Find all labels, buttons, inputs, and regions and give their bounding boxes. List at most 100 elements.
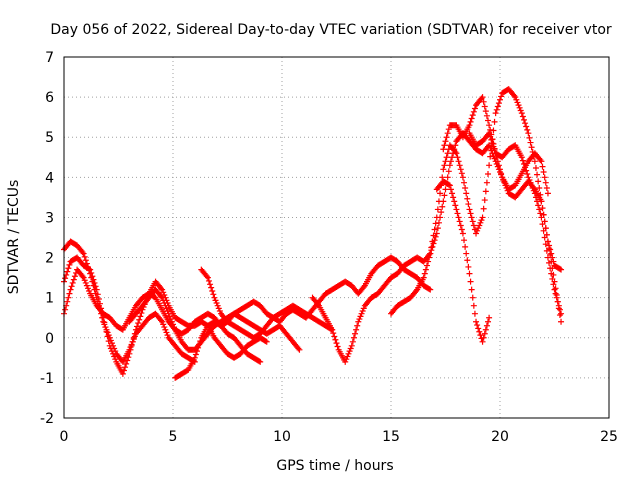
data-point — [455, 214, 462, 221]
data-point — [552, 285, 559, 292]
data-point — [79, 249, 86, 256]
data-point — [485, 170, 492, 177]
data-point — [160, 289, 167, 296]
data-point — [120, 367, 127, 374]
data-point — [159, 318, 166, 325]
data-point — [538, 158, 545, 165]
data-point — [456, 218, 463, 225]
data-point — [137, 313, 144, 320]
data-point — [344, 353, 351, 360]
data-point — [483, 179, 490, 186]
data-point — [422, 266, 429, 273]
data-point — [158, 293, 165, 300]
data-point — [522, 120, 529, 127]
y-tick-label: 0 — [45, 331, 54, 347]
data-point — [89, 273, 96, 280]
data-point — [197, 338, 204, 345]
data-point — [478, 217, 485, 224]
x-tick-label: 5 — [169, 429, 178, 445]
data-point — [447, 158, 454, 165]
data-point — [359, 308, 366, 315]
data-point — [465, 201, 472, 208]
data-point — [518, 110, 525, 117]
data-point — [108, 348, 115, 355]
data-point — [528, 144, 535, 151]
data-point — [464, 257, 471, 264]
data-point — [480, 334, 487, 341]
series-day-h — [388, 86, 565, 325]
data-point — [162, 302, 169, 309]
x-tick-label: 15 — [382, 429, 400, 445]
data-point — [438, 209, 445, 216]
x-axis-label: GPS time / hours — [276, 458, 393, 474]
data-point — [213, 300, 220, 307]
data-point — [475, 225, 482, 232]
data-point — [519, 113, 526, 120]
data-point — [444, 130, 451, 137]
data-point — [511, 92, 518, 99]
data-point — [494, 103, 501, 110]
data-point — [330, 330, 337, 337]
data-point — [548, 270, 555, 277]
data-point — [161, 300, 168, 307]
data-point — [470, 222, 477, 229]
data-point — [539, 205, 546, 212]
data-point — [98, 305, 105, 312]
data-point — [84, 285, 91, 292]
data-point — [449, 190, 456, 197]
data-point — [451, 198, 458, 205]
data-point — [444, 150, 451, 157]
data-point — [129, 338, 136, 345]
data-point — [86, 265, 93, 272]
data-point — [487, 133, 494, 140]
data-point — [343, 356, 350, 363]
data-point — [477, 219, 484, 226]
data-point — [426, 254, 433, 261]
data-point — [212, 297, 219, 304]
data-point — [439, 203, 446, 210]
data-point — [205, 277, 212, 284]
data-point — [490, 127, 497, 134]
data-point — [477, 332, 484, 339]
data-point — [442, 186, 449, 193]
data-point — [434, 225, 441, 232]
x-tick-label: 10 — [273, 429, 291, 445]
data-point — [446, 162, 453, 169]
data-point — [544, 190, 551, 197]
data-point — [523, 123, 530, 130]
data-point — [80, 250, 87, 257]
data-point — [466, 122, 473, 129]
data-point — [195, 344, 202, 351]
y-tick-label: 4 — [45, 170, 54, 186]
data-point — [457, 166, 464, 173]
data-point — [352, 330, 359, 337]
data-point — [558, 310, 565, 317]
data-point — [456, 162, 463, 169]
data-marks — [61, 86, 565, 381]
data-point — [532, 194, 539, 201]
data-point — [529, 185, 536, 192]
data-point — [107, 345, 114, 352]
series-day-f — [198, 266, 336, 341]
data-point — [430, 232, 437, 239]
data-point — [101, 319, 108, 326]
data-point — [445, 168, 452, 175]
data-point — [91, 279, 98, 286]
data-point — [354, 322, 361, 329]
data-point — [463, 190, 470, 197]
data-point — [478, 95, 485, 102]
grid-lines — [64, 57, 609, 418]
data-point — [536, 206, 543, 213]
data-point — [168, 318, 175, 325]
data-point — [81, 253, 88, 260]
data-point — [355, 318, 362, 325]
data-point — [556, 265, 563, 272]
data-point — [482, 188, 489, 195]
data-point — [160, 297, 167, 304]
data-point — [447, 186, 454, 193]
data-point — [526, 134, 533, 141]
data-point — [459, 230, 466, 237]
data-point — [132, 326, 139, 333]
data-point — [515, 102, 522, 109]
data-point — [136, 316, 143, 323]
